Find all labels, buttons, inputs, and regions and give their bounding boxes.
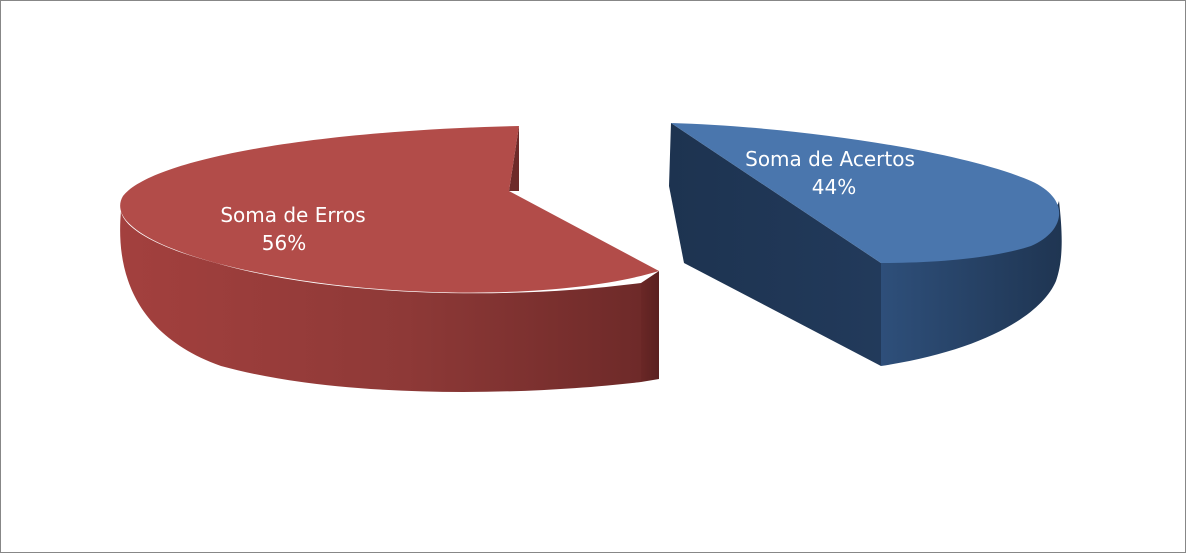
- slice-acertos-percent-label: 44%: [812, 175, 856, 199]
- slice-acertos-name-label: Soma de Acertos: [745, 147, 915, 171]
- slice-acertos-flat-face: [669, 123, 881, 366]
- slice-acertos-top-face: [671, 123, 1060, 263]
- slice-erros-top-face: [120, 126, 659, 293]
- slice-soma-de-acertos[interactable]: Soma de Acertos 44%: [669, 123, 1062, 366]
- slice-erros-flat-face: [641, 271, 659, 382]
- slice-erros-name-label: Soma de Erros: [220, 203, 365, 227]
- slice-erros-side-wall: [120, 211, 642, 392]
- slice-soma-de-erros[interactable]: Soma de Erros 56%: [120, 126, 659, 392]
- slice-erros-percent-label: 56%: [262, 231, 306, 255]
